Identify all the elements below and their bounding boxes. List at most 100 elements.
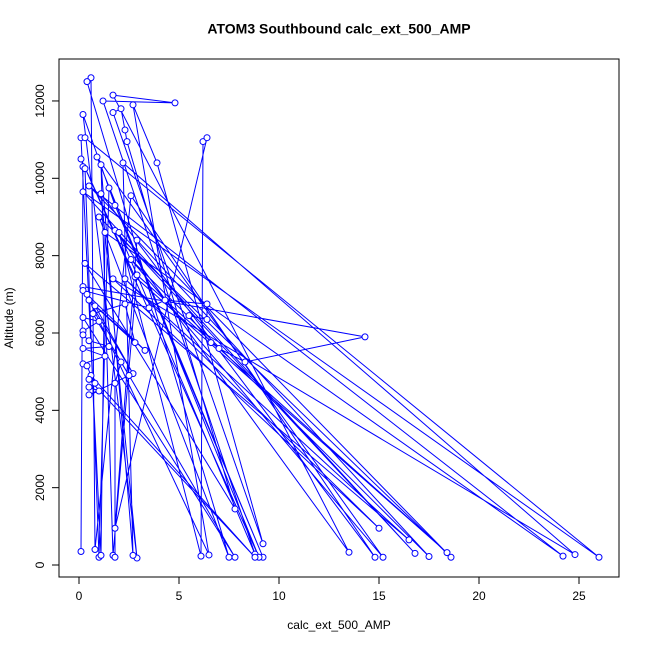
data-point <box>241 358 249 366</box>
data-point <box>203 315 211 323</box>
data-point <box>111 201 119 209</box>
data-point <box>85 383 93 391</box>
data-point <box>231 505 239 513</box>
data-point <box>101 228 109 236</box>
data-point <box>251 553 259 561</box>
data-point <box>145 304 153 312</box>
data-point <box>161 296 169 304</box>
data-point <box>375 524 383 532</box>
data-point <box>425 553 433 561</box>
data-point <box>89 310 97 318</box>
data-point <box>595 553 603 561</box>
data-point <box>79 331 87 339</box>
data-point <box>85 391 93 399</box>
data-point <box>85 296 93 304</box>
data-point <box>225 553 233 561</box>
data-point <box>121 300 129 308</box>
y-tick-label: 2000 <box>33 474 47 501</box>
data-point <box>447 553 455 561</box>
data-point <box>121 126 129 134</box>
data-point <box>185 312 193 320</box>
data-point <box>97 551 105 559</box>
data-point <box>79 188 87 196</box>
x-axis-label: calc_ext_500_AMP <box>287 618 390 632</box>
data-point <box>129 101 137 109</box>
data-point <box>131 339 139 347</box>
data-point <box>205 551 213 559</box>
data-point <box>77 155 85 163</box>
chart-title: ATOM3 Southbound calc_ext_500_AMP <box>207 21 470 37</box>
data-line <box>80 76 600 559</box>
data-point <box>141 346 149 354</box>
data-point <box>85 337 93 345</box>
data-point <box>133 271 141 279</box>
data-point <box>411 549 419 557</box>
data-point <box>361 333 369 341</box>
data-point <box>79 344 87 352</box>
y-tick-label: 0 <box>33 561 47 568</box>
data-point <box>207 339 215 347</box>
data-point <box>83 78 91 86</box>
data-point <box>95 213 103 221</box>
data-point <box>121 275 129 283</box>
data-point <box>123 138 131 146</box>
data-point <box>81 165 89 173</box>
data-point <box>111 379 119 387</box>
data-point <box>85 375 93 383</box>
data-point <box>93 153 101 161</box>
data-point <box>81 259 89 267</box>
data-point <box>203 134 211 142</box>
x-tick-label: 10 <box>272 589 286 603</box>
data-point <box>91 546 99 554</box>
y-tick-label: 8000 <box>33 242 47 269</box>
data-point <box>81 134 89 142</box>
y-tick-label: 10000 <box>33 161 47 195</box>
data-point <box>105 184 113 192</box>
x-tick-label: 20 <box>472 589 486 603</box>
data-point <box>111 553 119 561</box>
data-point <box>109 275 117 283</box>
data-point <box>345 548 353 556</box>
data-point <box>259 540 267 548</box>
data-point <box>79 314 87 322</box>
y-tick-label: 12000 <box>33 84 47 118</box>
data-point <box>97 190 105 198</box>
data-point <box>95 387 103 395</box>
data-point <box>379 553 387 561</box>
data-point <box>91 379 99 387</box>
data-point <box>85 182 93 190</box>
data-point <box>571 551 579 559</box>
data-point <box>405 536 413 544</box>
data-point <box>109 109 117 117</box>
data-point <box>97 161 105 169</box>
data-point <box>79 110 87 118</box>
data-point <box>95 317 103 325</box>
data-point <box>83 290 91 298</box>
data-point <box>171 99 179 107</box>
data-point <box>105 343 113 351</box>
data-point <box>119 159 127 167</box>
data-point <box>101 352 109 360</box>
x-tick-label: 0 <box>76 589 83 603</box>
x-tick-label: 15 <box>372 589 386 603</box>
data-point <box>125 372 133 380</box>
data-point <box>117 358 125 366</box>
data-point <box>559 552 567 560</box>
data-point <box>133 236 141 244</box>
data-point <box>231 553 239 561</box>
plot-frame <box>58 58 620 578</box>
data-point <box>109 91 117 99</box>
y-axis-label: Altitude (m) <box>2 287 16 348</box>
x-tick-label: 25 <box>572 589 586 603</box>
data-point <box>197 552 205 560</box>
data-point <box>203 300 211 308</box>
x-tick-label: 5 <box>176 589 183 603</box>
data-point <box>77 547 85 555</box>
data-point <box>127 256 135 264</box>
data-point <box>127 192 135 200</box>
y-tick-label: 4000 <box>33 397 47 424</box>
data-point <box>153 159 161 167</box>
data-point <box>83 362 91 370</box>
data-point <box>115 228 123 236</box>
